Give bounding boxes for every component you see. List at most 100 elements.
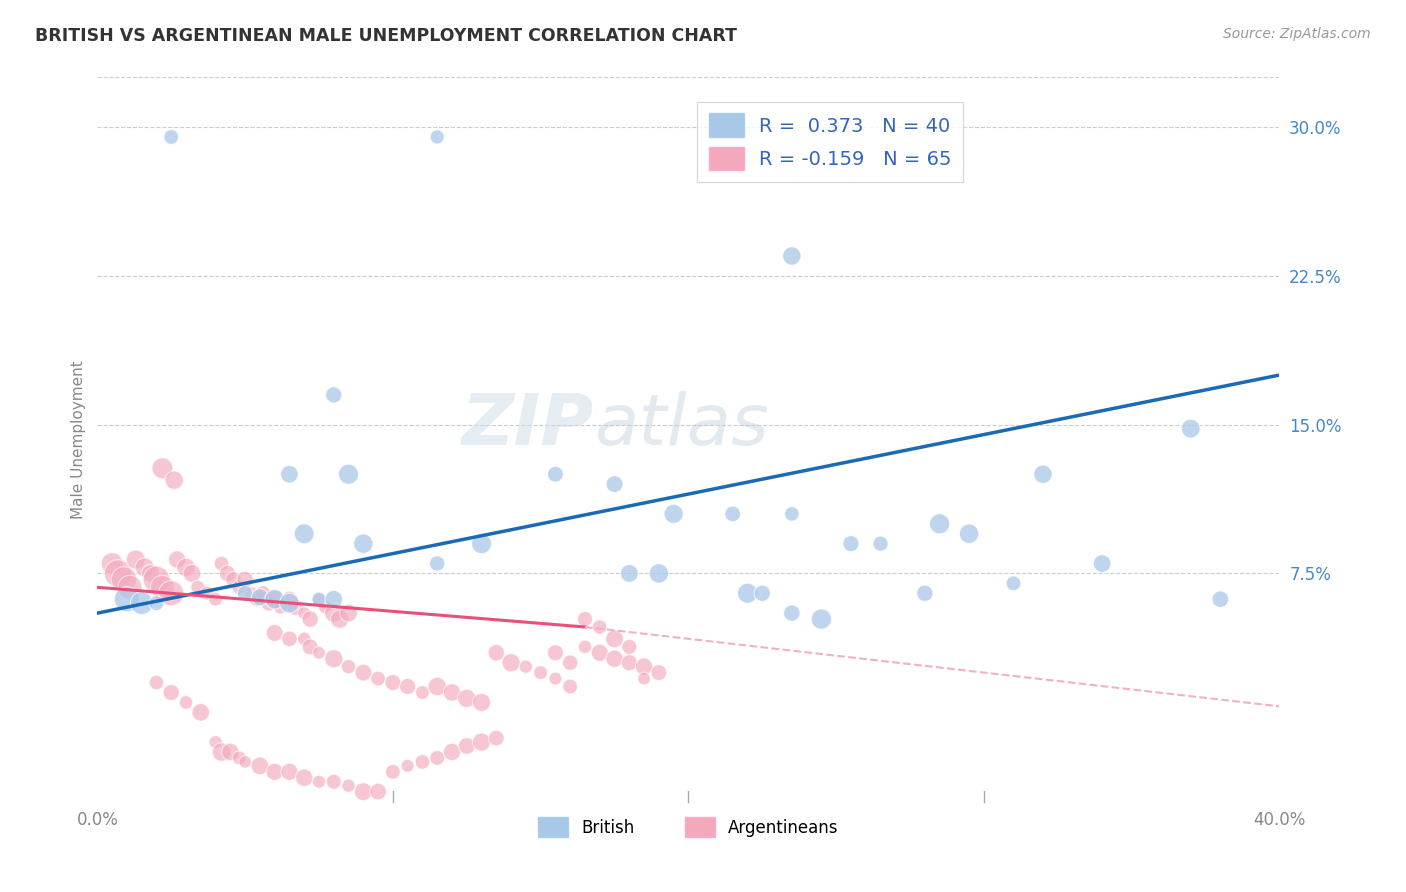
Point [780,507,803,521]
Point [440,685,463,699]
Point [118,580,141,594]
Point [1209,592,1232,607]
Point [308,774,330,789]
Point [619,640,641,654]
Point [252,586,274,600]
Point [337,659,360,673]
Point [381,764,404,779]
Point [249,591,271,605]
Point [470,695,492,709]
Point [456,691,478,706]
Point [869,536,891,550]
Point [174,695,197,709]
Point [322,606,344,620]
Point [292,526,315,541]
Point [470,735,492,749]
Point [150,580,173,594]
Point [560,656,582,670]
Point [187,580,209,594]
Point [160,685,183,699]
Point [322,774,344,789]
Point [145,573,167,587]
Point [322,592,344,607]
Point [501,656,523,670]
Point [278,592,301,607]
Point [367,785,389,799]
Point [1180,421,1202,435]
Point [278,467,301,482]
Point [530,665,553,680]
Point [308,592,330,607]
Point [603,632,626,646]
Point [131,596,153,610]
Point [485,731,508,745]
Text: ZIP: ZIP [461,391,593,459]
Point [145,675,167,690]
Point [426,680,449,694]
Point [751,586,773,600]
Point [928,516,950,531]
Point [411,755,433,769]
Point [957,526,980,541]
Point [589,646,612,660]
Point [211,557,233,571]
Y-axis label: Male Unemployment: Male Unemployment [72,360,86,519]
Point [396,680,419,694]
Point [780,606,803,620]
Point [426,751,449,765]
Point [233,586,256,600]
Point [603,477,626,491]
Point [560,680,582,694]
Point [125,552,148,566]
Point [292,771,315,785]
Point [544,672,567,686]
Point [914,586,936,600]
Point [246,592,269,607]
Point [426,557,449,571]
Point [257,596,280,610]
Point [204,592,226,607]
Point [633,659,655,673]
Point [150,461,173,475]
Point [574,640,596,654]
Point [619,566,641,581]
Point [633,672,655,686]
Point [278,596,301,610]
Point [337,779,360,793]
Point [228,580,250,594]
Point [648,665,671,680]
Legend: British, Argentineans: British, Argentineans [531,810,845,844]
Point [1091,557,1114,571]
Point [211,745,233,759]
Point [574,612,596,626]
Text: Source: ZipAtlas.com: Source: ZipAtlas.com [1223,27,1371,41]
Point [515,659,537,673]
Point [381,675,404,690]
Point [411,685,433,699]
Point [314,600,336,615]
Point [228,751,250,765]
Point [163,473,186,487]
Point [166,552,188,566]
Point [115,592,138,607]
Point [204,735,226,749]
Point [1002,576,1025,591]
Point [810,612,832,626]
Point [284,600,307,615]
Point [160,586,183,600]
Point [263,592,285,607]
Point [721,507,744,521]
Point [101,557,124,571]
Point [270,600,292,615]
Point [233,755,256,769]
Point [134,560,156,574]
Point [263,626,285,640]
Point [278,632,301,646]
Point [456,739,478,753]
Point [249,759,271,773]
Point [107,566,129,581]
Point [299,612,322,626]
Point [180,566,202,581]
Point [145,596,167,610]
Point [780,249,803,263]
